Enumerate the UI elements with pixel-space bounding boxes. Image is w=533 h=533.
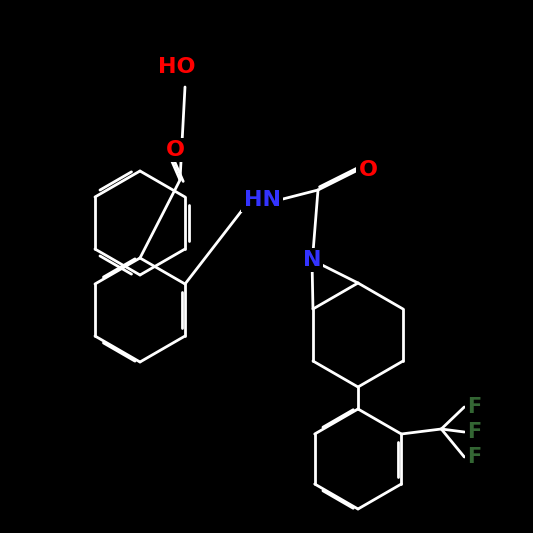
Text: O: O: [166, 140, 184, 160]
Text: F: F: [467, 422, 481, 442]
Text: N: N: [303, 250, 321, 270]
Text: HN: HN: [244, 190, 280, 210]
Text: F: F: [467, 397, 481, 417]
Text: F: F: [467, 447, 481, 467]
Text: HO: HO: [158, 57, 196, 77]
Text: O: O: [359, 160, 377, 180]
